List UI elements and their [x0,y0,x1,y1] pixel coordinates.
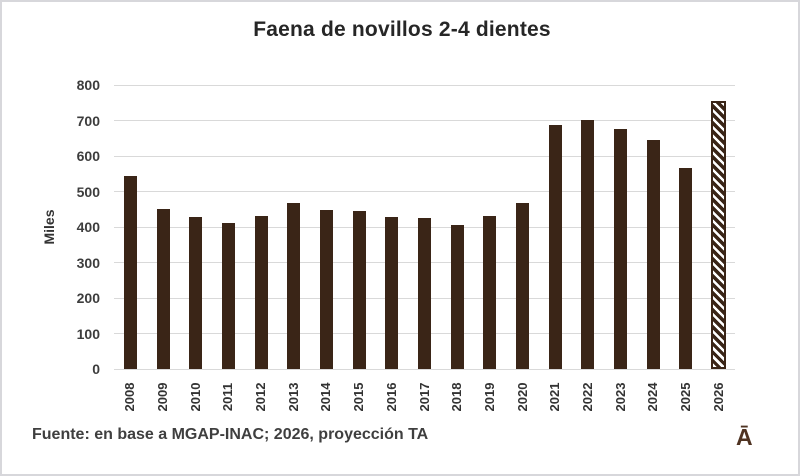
x-tick-label-2019: 2019 [481,382,497,412]
y-tick-label-500: 500 [76,183,100,200]
gridline-600 [114,155,735,157]
y-tick-label-200: 200 [76,290,100,306]
bar-2021 [548,125,562,369]
gridline-0 [114,368,735,370]
gridline-700 [114,120,735,121]
x-tick-label-2010: 2010 [187,382,203,412]
bar-2014 [319,210,333,369]
x-tick-label-2008: 2008 [122,382,138,412]
y-tick-label-400: 400 [76,219,100,235]
gridline-800 [114,84,735,86]
bar-2026 [711,100,727,369]
y-tick-label-100: 100 [76,325,100,342]
x-tick-label-2021: 2021 [547,382,563,412]
bar-2008 [123,175,137,369]
bar-2022 [581,119,595,369]
x-tick-label-2026: 2026 [710,382,726,412]
x-tick-label-2013: 2013 [285,382,301,412]
x-tick-label-2024: 2024 [645,382,661,412]
y-tick-label-800: 800 [76,77,100,93]
x-tick-label-2022: 2022 [579,382,595,412]
bar-2012 [254,216,268,369]
x-tick-label-2012: 2012 [253,382,269,412]
x-tick-label-2009: 2009 [155,382,171,412]
bar-2017 [418,218,431,369]
bar-2025 [679,168,693,369]
x-tick-label-2015: 2015 [351,382,367,412]
bar-2018 [450,224,464,369]
bar-2015 [352,211,366,369]
bar-2013 [287,202,301,369]
y-tick-label-700: 700 [76,112,100,129]
bar-2010 [189,217,203,369]
x-tick-label-2011: 2011 [220,382,236,412]
chart-title: Faena de novillos 2-4 dientes [253,18,551,41]
x-tick-label-2020: 2020 [514,382,530,412]
x-tick-label-2025: 2025 [677,382,693,412]
bar-2024 [646,139,660,369]
bar-2019 [483,215,497,369]
bar-2016 [385,217,399,369]
watermark-logo: Ā [736,424,753,450]
bar-2020 [516,202,530,369]
bar-2023 [614,129,628,369]
y-tick-label-0: 0 [92,361,100,377]
x-tick-label-2023: 2023 [612,382,628,412]
y-tick-label-300: 300 [76,254,100,271]
x-tick-label-2016: 2016 [383,382,399,412]
bar-2011 [221,222,235,369]
x-tick-label-2017: 2017 [416,382,432,412]
source-note: Fuente: en base a MGAP-INAC; 2026, proye… [32,426,429,443]
bar-2009 [156,208,170,369]
gridline-500 [114,191,735,192]
x-tick-label-2014: 2014 [318,382,334,412]
x-tick-label-2018: 2018 [449,382,465,412]
y-tick-label-600: 600 [76,148,100,164]
